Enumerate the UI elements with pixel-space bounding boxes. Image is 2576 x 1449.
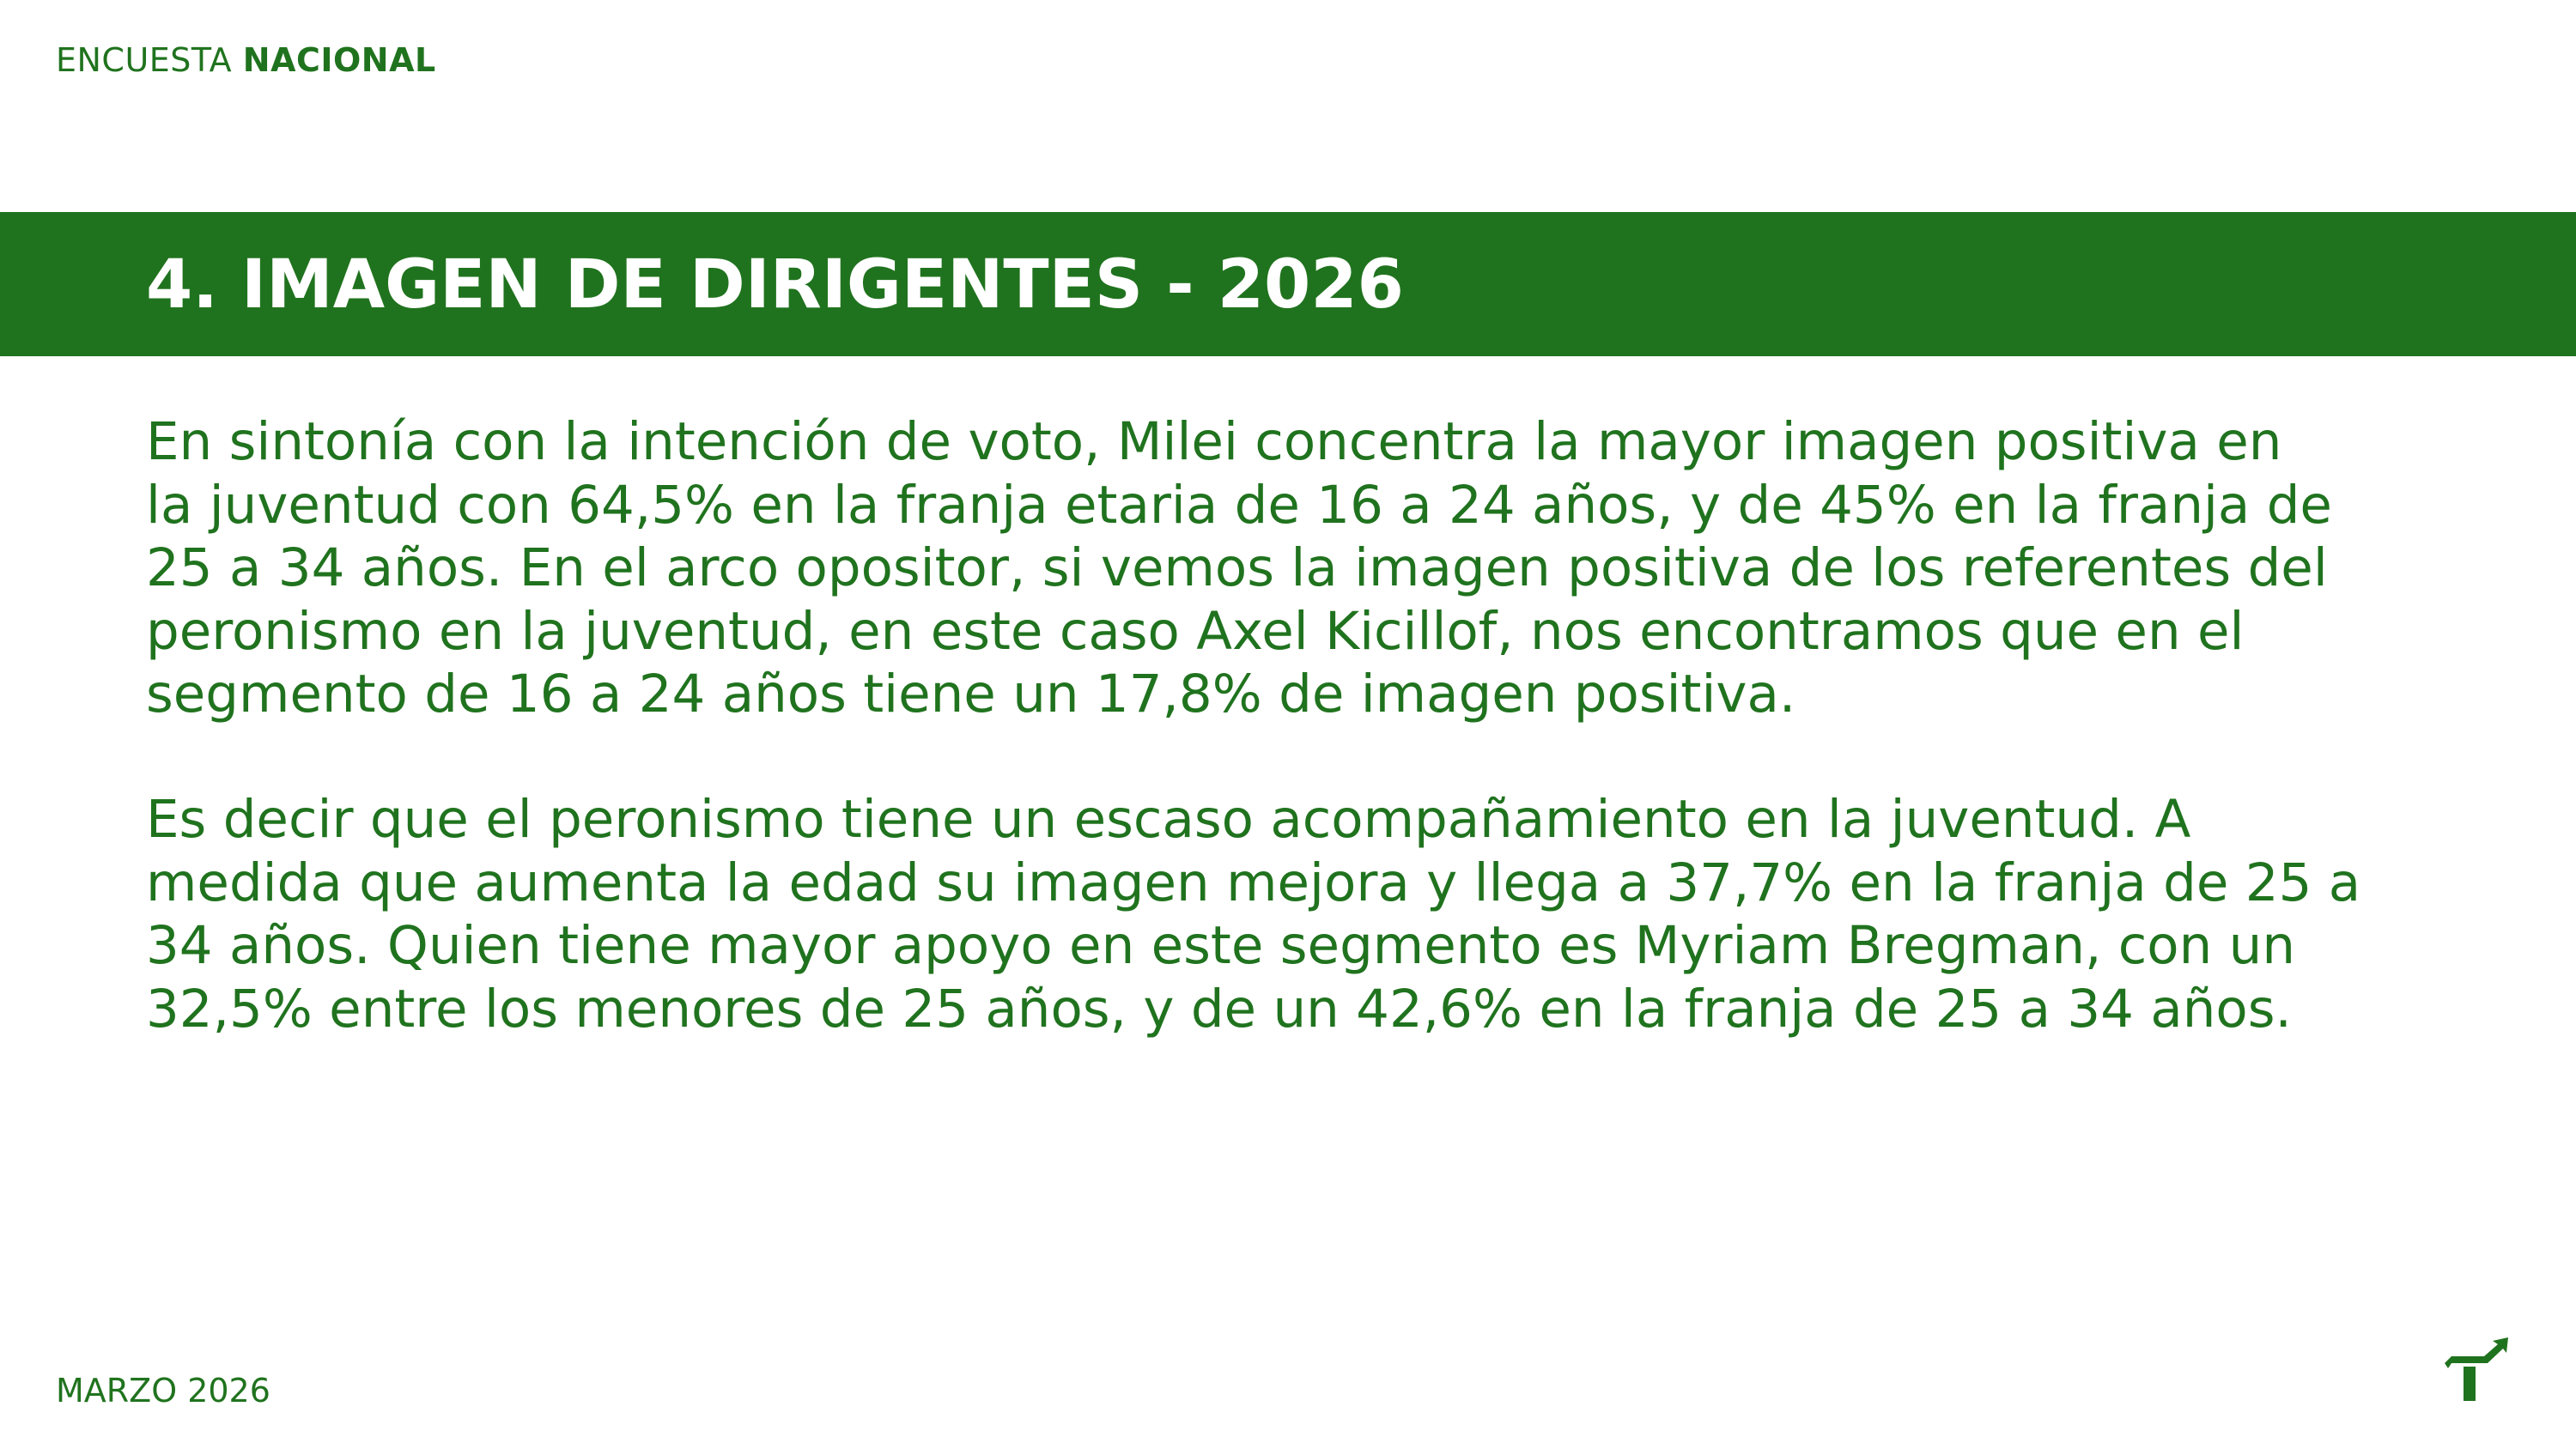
section-banner: 4. IMAGEN DE DIRIGENTES - 2026 bbox=[0, 212, 2576, 356]
paragraph-1: En sintonía con la intención de voto, Mi… bbox=[146, 410, 2516, 726]
footer-date: MARZO 2026 bbox=[56, 1372, 270, 1410]
survey-label: ENCUESTA NACIONAL bbox=[56, 41, 436, 79]
section-title: 4. IMAGEN DE DIRIGENTES - 2026 bbox=[146, 246, 1404, 324]
text-line: medida que aumenta la edad su imagen mej… bbox=[146, 852, 2361, 913]
survey-label-regular: ENCUESTA bbox=[56, 41, 233, 79]
text-line: peronismo en la juventud, en este caso A… bbox=[146, 600, 2245, 662]
text-line: 32,5% entre los menores de 25 años, y de… bbox=[146, 978, 2292, 1040]
paragraph-2: Es decir que el peronismo tiene un escas… bbox=[146, 788, 2516, 1040]
text-line: En sintonía con la intención de voto, Mi… bbox=[146, 411, 2282, 472]
survey-label-bold: NACIONAL bbox=[242, 41, 436, 79]
t-arrow-up-logo-icon bbox=[2445, 1337, 2508, 1401]
text-line: Es decir que el peronismo tiene un escas… bbox=[146, 789, 2191, 850]
text-line: la juventud con 64,5% en la franja etari… bbox=[146, 474, 2332, 536]
text-line: segmento de 16 a 24 años tiene un 17,8% … bbox=[146, 664, 1796, 725]
text-line: 25 a 34 años. En el arco opositor, si ve… bbox=[146, 537, 2328, 599]
text-line: 34 años. Quien tiene mayor apoyo en este… bbox=[146, 915, 2295, 977]
